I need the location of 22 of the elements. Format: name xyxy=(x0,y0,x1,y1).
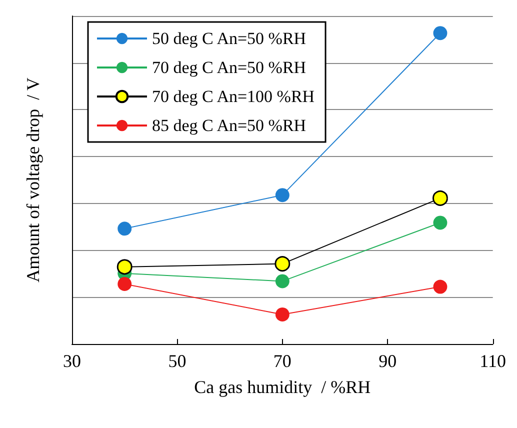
point xyxy=(433,280,448,294)
x-tick-label: 30 xyxy=(63,351,81,371)
point xyxy=(275,274,290,288)
x-tick-label: 110 xyxy=(480,351,506,371)
y-axis-title: Amount of voltage drop / V xyxy=(23,78,43,282)
legend-label: 70 deg C An=100 %RH xyxy=(152,87,315,106)
point xyxy=(118,277,132,291)
point xyxy=(118,222,132,236)
legend-label: 50 deg C An=50 %RH xyxy=(152,29,306,48)
legend-label: 70 deg C An=50 %RH xyxy=(152,58,306,77)
x-tick-label: 50 xyxy=(168,351,186,371)
point xyxy=(116,259,132,275)
x-tick-label: 70 xyxy=(273,351,292,371)
point xyxy=(433,26,448,40)
point xyxy=(275,307,290,322)
point xyxy=(432,190,448,206)
x-tick-label: 90 xyxy=(378,351,397,371)
point xyxy=(274,256,290,272)
legend-label: 85 deg C An=50 %RH xyxy=(152,116,306,135)
point xyxy=(275,188,290,202)
point xyxy=(433,216,448,230)
x-axis-title: Ca gas humidity / %RH xyxy=(194,377,371,397)
